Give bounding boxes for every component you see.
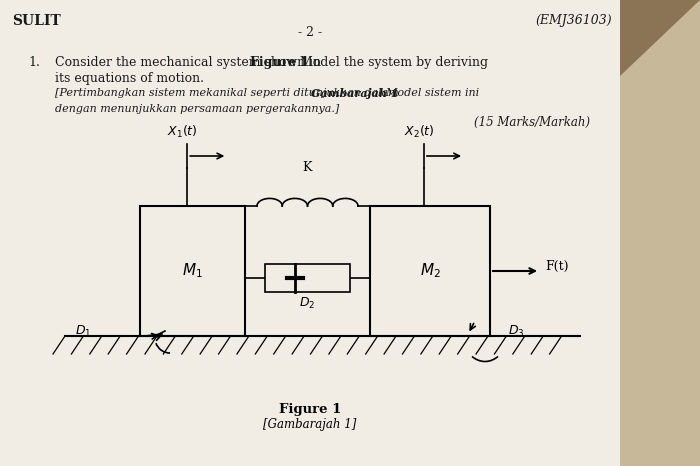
Bar: [0, 0, 620, 466]
Text: Figure 1: Figure 1: [250, 56, 309, 69]
Text: Gambarajah 1: Gambarajah 1: [311, 88, 398, 99]
Text: . Model the system by deriving: . Model the system by deriving: [292, 56, 488, 69]
Text: [Pertimbangkan sistem mekanikal seperti ditunjukkan dalam: [Pertimbangkan sistem mekanikal seperti …: [55, 88, 402, 98]
Text: $D_3$: $D_3$: [508, 323, 524, 339]
Bar: [370, 206, 490, 336]
Text: K: K: [302, 161, 312, 174]
Text: SULIT: SULIT: [12, 14, 61, 28]
Text: its equations of motion.: its equations of motion.: [55, 72, 204, 85]
Text: Figure 1: Figure 1: [279, 403, 341, 416]
Text: [Gambarajah 1]: [Gambarajah 1]: [263, 418, 357, 431]
Text: $D_1$: $D_1$: [75, 323, 92, 339]
Text: $M_2$: $M_2$: [419, 261, 440, 281]
Text: 1.: 1.: [28, 56, 40, 69]
Text: F(t): F(t): [545, 260, 568, 273]
Text: $M_1$: $M_1$: [182, 261, 203, 281]
Bar: [140, 206, 245, 336]
Bar: [265, 263, 350, 292]
Text: $D_2$: $D_2$: [300, 295, 316, 311]
Text: $X_2(t)$: $X_2(t)$: [404, 124, 434, 140]
Text: - 2 -: - 2 -: [298, 26, 322, 39]
Text: $X_1(t)$: $X_1(t)$: [167, 124, 197, 140]
Polygon shape: [620, 0, 700, 76]
Text: dengan menunjukkan persamaan pergerakannya.]: dengan menunjukkan persamaan pergerakann…: [55, 104, 340, 114]
Text: . Model sistem ini: . Model sistem ini: [379, 88, 479, 98]
Text: Consider the mechanical system shown in: Consider the mechanical system shown in: [55, 56, 325, 69]
Text: (15 Marks/Markah): (15 Marks/Markah): [474, 116, 590, 129]
Text: (EMJ36103): (EMJ36103): [536, 14, 612, 27]
